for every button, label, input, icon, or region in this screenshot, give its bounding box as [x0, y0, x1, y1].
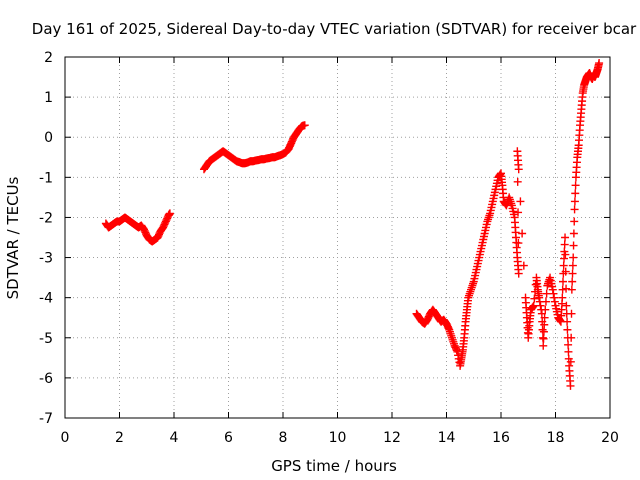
y-tick-label: 2	[44, 50, 53, 66]
y-tick-label: -5	[39, 331, 53, 347]
data-point	[570, 205, 579, 214]
data-point	[561, 233, 570, 242]
data-point	[513, 177, 522, 186]
data-point	[514, 239, 523, 248]
data-point	[539, 327, 548, 336]
data-point	[569, 229, 578, 238]
data-point	[569, 253, 578, 262]
data-point	[540, 313, 549, 322]
data-points	[101, 59, 604, 390]
data-point	[561, 267, 570, 276]
grid-lines	[65, 57, 610, 418]
y-tick-label: -6	[39, 371, 53, 387]
data-point	[562, 301, 571, 310]
data-point	[541, 297, 550, 306]
data-point	[563, 325, 572, 334]
data-point	[570, 217, 579, 226]
x-tick-label: 10	[329, 430, 347, 446]
data-point	[514, 208, 523, 217]
data-point	[568, 269, 577, 278]
y-tick-label: 1	[44, 90, 53, 106]
data-point	[567, 333, 576, 342]
data-point	[571, 189, 580, 198]
data-point	[568, 261, 577, 270]
data-point	[558, 285, 567, 294]
y-tick-label: 0	[44, 130, 53, 146]
data-point	[514, 269, 523, 278]
data-point	[519, 261, 528, 270]
data-point	[516, 197, 525, 206]
data-point	[561, 250, 570, 259]
y-tick-label: -2	[39, 210, 53, 226]
x-tick-label: 0	[61, 430, 70, 446]
data-point	[539, 334, 548, 343]
data-point	[300, 121, 309, 130]
x-tick-label: 16	[492, 430, 510, 446]
data-point	[529, 301, 538, 310]
data-point	[560, 240, 569, 249]
data-point	[539, 341, 548, 350]
x-tick-label: 20	[601, 430, 619, 446]
data-point	[562, 284, 571, 293]
x-tick-label: 8	[279, 430, 288, 446]
data-point	[560, 254, 569, 263]
data-point	[530, 294, 539, 303]
series-3	[412, 59, 604, 390]
y-axis-label: SDTVAR / TECUs	[4, 176, 22, 299]
series-2	[199, 121, 309, 174]
x-tick-label: 18	[547, 430, 565, 446]
data-point	[518, 229, 527, 238]
data-point	[531, 280, 540, 289]
x-tick-label: 4	[170, 430, 179, 446]
data-point	[595, 59, 604, 68]
data-point	[568, 277, 577, 286]
y-tick-label: -4	[39, 291, 53, 307]
y-tick-label: -3	[39, 251, 53, 267]
data-point	[566, 381, 575, 390]
data-point	[558, 277, 567, 286]
x-tick-label: 2	[115, 430, 124, 446]
data-point	[559, 261, 568, 270]
chart-title: Day 161 of 2025, Sidereal Day-to-day VTE…	[32, 20, 637, 38]
data-point	[563, 317, 572, 326]
data-point	[558, 293, 567, 302]
series-1	[101, 209, 174, 246]
data-point	[514, 165, 523, 174]
data-point	[567, 285, 576, 294]
data-point	[567, 309, 576, 318]
x-tick-label: 14	[438, 430, 456, 446]
data-point	[538, 325, 547, 334]
y-tick-label: -7	[39, 411, 53, 427]
data-point	[165, 209, 174, 218]
data-point	[537, 309, 546, 318]
data-point	[541, 305, 550, 314]
data-point	[566, 357, 575, 366]
data-point	[570, 197, 579, 206]
data-point	[542, 289, 551, 298]
x-axis-label: GPS time / hours	[271, 457, 397, 475]
y-tick-label: -1	[39, 170, 53, 186]
x-tick-label: 6	[224, 430, 233, 446]
data-point	[540, 320, 549, 329]
data-point	[564, 340, 573, 349]
data-point	[564, 347, 573, 356]
data-point	[569, 241, 578, 250]
data-point	[571, 181, 580, 190]
x-tick-label: 12	[383, 430, 401, 446]
